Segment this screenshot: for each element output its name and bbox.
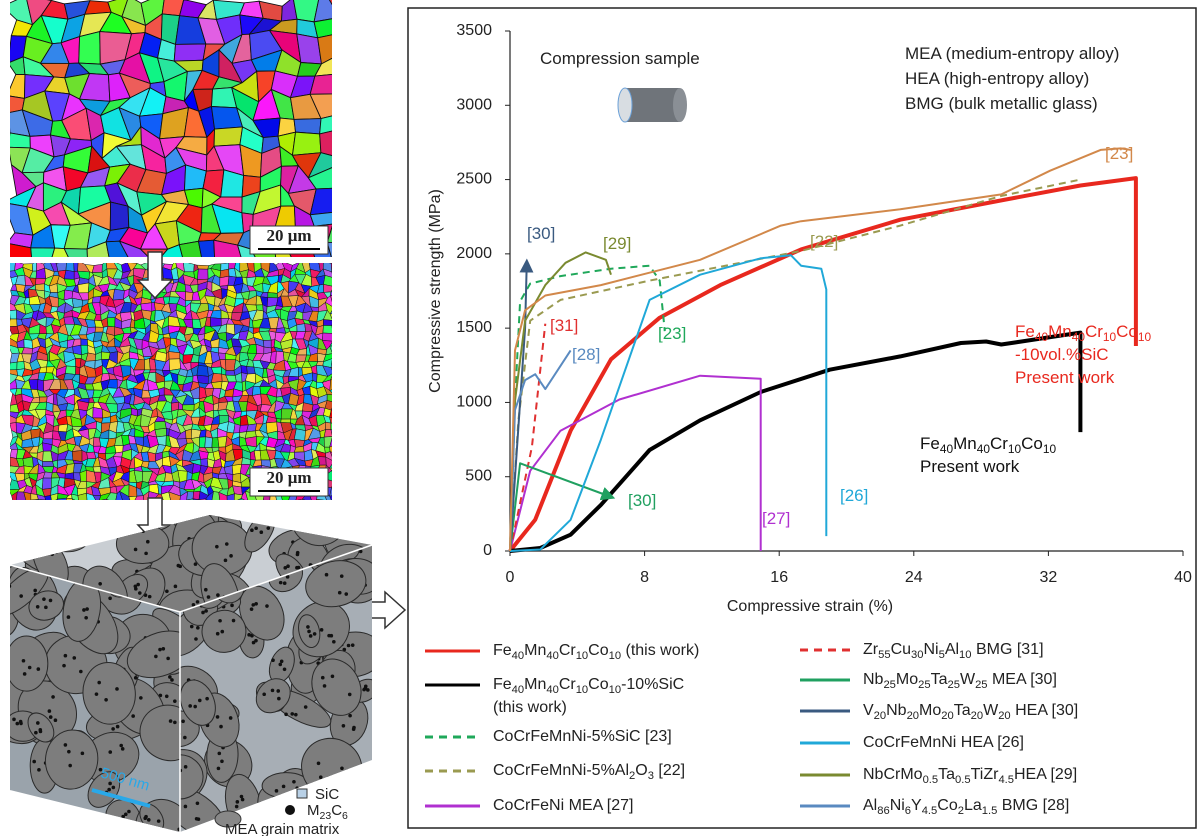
- annotation: Compression sample: [540, 49, 700, 68]
- series-label: [30]: [527, 224, 555, 243]
- cube-legend-label: M23C6: [307, 802, 348, 822]
- y-axis-label: Compressive strength (MPa): [427, 189, 444, 393]
- legend-label: CoCrFeMnNi-5%Al2O3 [22]: [493, 762, 685, 782]
- legend-label: CoCrFeNi MEA [27]: [493, 797, 633, 814]
- y-tick-label: 2000: [456, 245, 492, 262]
- annotation: Fe40Mn40Cr10Co10 -10vol.%SiC Present work: [1015, 322, 1151, 387]
- cube-legend-label: MEA grain matrix: [225, 821, 340, 836]
- ebsd-map-fine: [10, 263, 332, 500]
- y-tick-label: 0: [483, 542, 492, 559]
- cube-legend-label: SiC: [315, 786, 339, 803]
- scale-bar: 20 μm: [249, 225, 329, 255]
- x-tick-label: 8: [640, 569, 649, 586]
- cube-legend: SiC M23C6 MEA grain matrix: [214, 786, 348, 836]
- microstructure-cube: 500 nm: [9, 515, 373, 832]
- series-label: [30]: [628, 491, 656, 510]
- x-tick-label: 0: [506, 569, 515, 586]
- series-label: [23]: [658, 324, 686, 343]
- legend-label: Zr55Cu30Ni5Al10 BMG [31]: [863, 641, 1044, 661]
- x-tick-label: 16: [770, 569, 788, 586]
- ebsd-map-coarse: [10, 0, 332, 257]
- legend-label: CoCrFeMnNi-5%SiC [23]: [493, 728, 672, 745]
- x-axis-label: Compressive strain (%): [727, 598, 893, 615]
- series-line: [509, 330, 1083, 553]
- legend-label: Fe40Mn40Cr10Co10 (this work): [493, 642, 699, 662]
- y-tick-label: 500: [465, 468, 492, 485]
- x-tick-label: 24: [905, 569, 923, 586]
- y-tick-label: 1000: [456, 394, 492, 411]
- legend-label: Al86Ni6Y4.5Co2La1.5 BMG [28]: [863, 797, 1069, 817]
- legend-label: CoCrFeMnNi HEA [26]: [863, 734, 1024, 751]
- chart-frame: [407, 7, 1197, 829]
- series-label: [26]: [840, 486, 868, 505]
- legend-label: NbCrMo0.5Ta0.5TiZr4.5HEA [29]: [863, 766, 1077, 786]
- legend-label: Nb25Mo25Ta25W25 MEA [30]: [863, 671, 1057, 691]
- x-tick-label: 32: [1040, 569, 1058, 586]
- compression-sample-icon: [617, 87, 687, 123]
- series-line: [509, 462, 616, 552]
- y-tick-label: 2500: [456, 171, 492, 188]
- series-label: [27]: [762, 509, 790, 528]
- annotation: MEA (medium-entropy alloy): [905, 44, 1119, 63]
- series-line: [509, 147, 1131, 552]
- series-label: [23]: [1105, 144, 1133, 163]
- y-tick-label: 1500: [456, 319, 492, 336]
- series-label: [28]: [572, 345, 600, 364]
- series-line: [508, 176, 1138, 553]
- scale-bar-label: 20 μm: [266, 226, 311, 245]
- annotation: HEA (high-entropy alloy): [905, 69, 1089, 88]
- annotation: BMG (bulk metallic glass): [905, 94, 1098, 113]
- chart: Compressive strain (%) Compressive stren…: [425, 22, 1192, 817]
- series-line: [509, 374, 762, 552]
- scale-bar: 20 μm: [249, 467, 329, 497]
- series-label: [29]: [603, 234, 631, 253]
- series-line: [509, 254, 828, 552]
- legend-label: V20Nb20Mo20Ta20W20 HEA [30]: [863, 702, 1078, 722]
- y-tick-label: 3500: [456, 22, 492, 39]
- x-tick-label: 40: [1174, 569, 1192, 586]
- series-line: [509, 349, 572, 552]
- series-label: [31]: [550, 316, 578, 335]
- series-label: [22]: [810, 232, 838, 251]
- series-line: [509, 264, 666, 552]
- annotation: Fe40Mn40Cr10Co10 Present work: [920, 434, 1056, 476]
- y-tick-label: 3000: [456, 97, 492, 114]
- series-line: [509, 178, 1081, 552]
- scale-bar-label: 20 μm: [266, 468, 311, 487]
- series-line: [509, 251, 612, 552]
- legend-label: Fe40Mn40Cr10Co10-10%SiC (this work): [493, 676, 684, 716]
